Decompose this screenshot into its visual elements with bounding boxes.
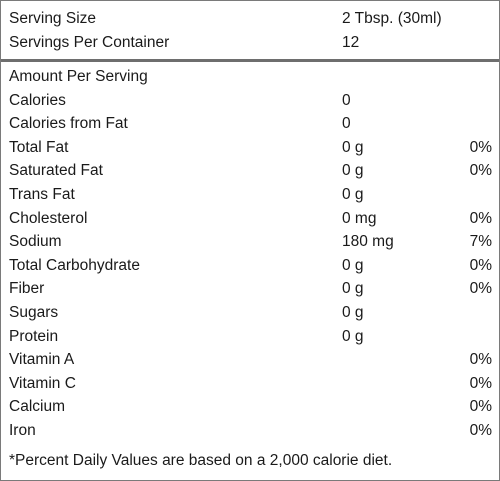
nutrient-name: Calories from Fat bbox=[9, 115, 128, 133]
nutrient-name: Trans Fat bbox=[9, 185, 75, 203]
nutrient-row: Fiber 0 g 0% bbox=[1, 277, 499, 301]
amount-per-serving-heading: Amount Per Serving bbox=[1, 65, 499, 89]
nutrient-daily-value: 0% bbox=[469, 209, 492, 227]
nutrient-amount: 0 bbox=[342, 91, 351, 109]
servings-per-container-label: Servings Per Container bbox=[9, 34, 170, 51]
nutrient-amount: 0 g bbox=[342, 256, 364, 274]
nutrient-row: Vitamin C 0% bbox=[1, 372, 499, 396]
nutrient-amount: 0 g bbox=[342, 280, 364, 298]
nutrient-daily-value: 0% bbox=[469, 162, 492, 180]
servings-per-container-value: 12 bbox=[342, 34, 360, 51]
nutrient-name: Cholesterol bbox=[9, 209, 88, 227]
nutrient-daily-value: 0% bbox=[469, 374, 492, 392]
serving-size-row: Serving Size 2 Tbsp. (30ml) bbox=[1, 7, 499, 31]
nutrient-name: Calories bbox=[9, 91, 66, 109]
nutrient-row: Protein 0 g bbox=[1, 325, 499, 349]
servings-per-container-row: Servings Per Container 12 bbox=[1, 31, 499, 55]
nutrient-name: Fiber bbox=[9, 280, 45, 298]
nutrient-name: Sodium bbox=[9, 233, 62, 251]
nutrient-name: Saturated Fat bbox=[9, 162, 103, 180]
nutrient-row: Calcium 0% bbox=[1, 395, 499, 419]
section-divider bbox=[1, 59, 499, 62]
nutrient-daily-value: 0% bbox=[469, 256, 492, 274]
nutrient-name: Sugars bbox=[9, 303, 59, 321]
nutrient-name: Iron bbox=[9, 421, 36, 439]
nutrient-amount: 0 g bbox=[342, 303, 364, 321]
nutrient-name: Total Carbohydrate bbox=[9, 256, 140, 274]
nutrient-daily-value: 0% bbox=[469, 398, 492, 416]
nutrient-row: Trans Fat 0 g bbox=[1, 183, 499, 207]
amount-per-serving-label: Amount Per Serving bbox=[9, 68, 148, 85]
nutrient-amount: 0 mg bbox=[342, 209, 377, 227]
nutrient-amount: 0 g bbox=[342, 138, 364, 156]
serving-info: Serving Size 2 Tbsp. (30ml) Servings Per… bbox=[1, 1, 499, 59]
nutrient-row: Cholesterol 0 mg 0% bbox=[1, 207, 499, 231]
serving-size-value: 2 Tbsp. (30ml) bbox=[342, 10, 442, 27]
nutrient-daily-value: 0% bbox=[469, 421, 492, 439]
nutrient-name: Calcium bbox=[9, 398, 65, 416]
nutrient-name: Protein bbox=[9, 327, 59, 345]
footnote: *Percent Daily Values are based on a 2,0… bbox=[9, 452, 393, 469]
nutrient-daily-value: 7% bbox=[469, 233, 492, 251]
serving-size-label: Serving Size bbox=[9, 10, 97, 27]
nutrient-daily-value: 0% bbox=[469, 280, 492, 298]
nutrient-row: Calories 0 bbox=[1, 89, 499, 113]
nutrient-row: Calories from Fat 0 bbox=[1, 112, 499, 136]
nutrient-amount: 0 g bbox=[342, 162, 364, 180]
nutrient-name: Vitamin A bbox=[9, 351, 75, 369]
nutrient-row: Iron 0% bbox=[1, 419, 499, 443]
nutrient-name: Vitamin C bbox=[9, 374, 76, 392]
nutrient-row: Saturated Fat 0 g 0% bbox=[1, 159, 499, 183]
nutrient-amount: 0 g bbox=[342, 327, 364, 345]
nutrient-row: Total Fat 0 g 0% bbox=[1, 136, 499, 160]
nutrient-daily-value: 0% bbox=[469, 138, 492, 156]
nutrient-row: Sugars 0 g bbox=[1, 301, 499, 325]
nutrient-row: Vitamin A 0% bbox=[1, 348, 499, 372]
nutrient-row: Sodium 180 mg 7% bbox=[1, 230, 499, 254]
nutrient-amount: 0 bbox=[342, 115, 351, 133]
nutrient-daily-value: 0% bbox=[469, 351, 492, 369]
nutrient-amount: 180 mg bbox=[342, 233, 394, 251]
nutrient-row: Total Carbohydrate 0 g 0% bbox=[1, 254, 499, 278]
nutrient-name: Total Fat bbox=[9, 138, 69, 156]
nutrient-amount: 0 g bbox=[342, 185, 364, 203]
